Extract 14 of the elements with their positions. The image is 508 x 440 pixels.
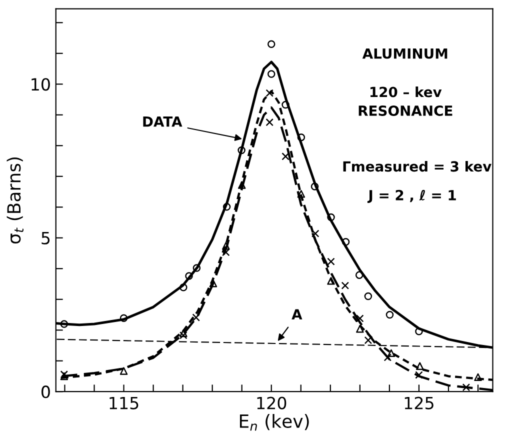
annotation: DATA — [143, 116, 182, 127]
annotation: A — [292, 309, 302, 320]
annotation: ALUMINUM — [362, 48, 448, 59]
annotation: J = 2 , ℓ = 1 — [367, 190, 456, 203]
x-axis-title: E$_{n}$ (kev) — [240, 414, 309, 431]
x-tick-label: 120 — [257, 396, 286, 410]
annotation: Γmeasured = 3 kev — [343, 160, 492, 172]
y-axis-title: σ$_{t}$ (Barns) — [6, 157, 24, 244]
y-tick-label: 5 — [42, 232, 50, 244]
y-tick-label: 0 — [42, 386, 50, 398]
y-tick-label: 10 — [32, 78, 50, 91]
x-tick-label: 125 — [404, 396, 434, 410]
x-tick-label: 115 — [110, 396, 138, 410]
annotation: 120 – kev RESONANCE — [358, 86, 452, 116]
